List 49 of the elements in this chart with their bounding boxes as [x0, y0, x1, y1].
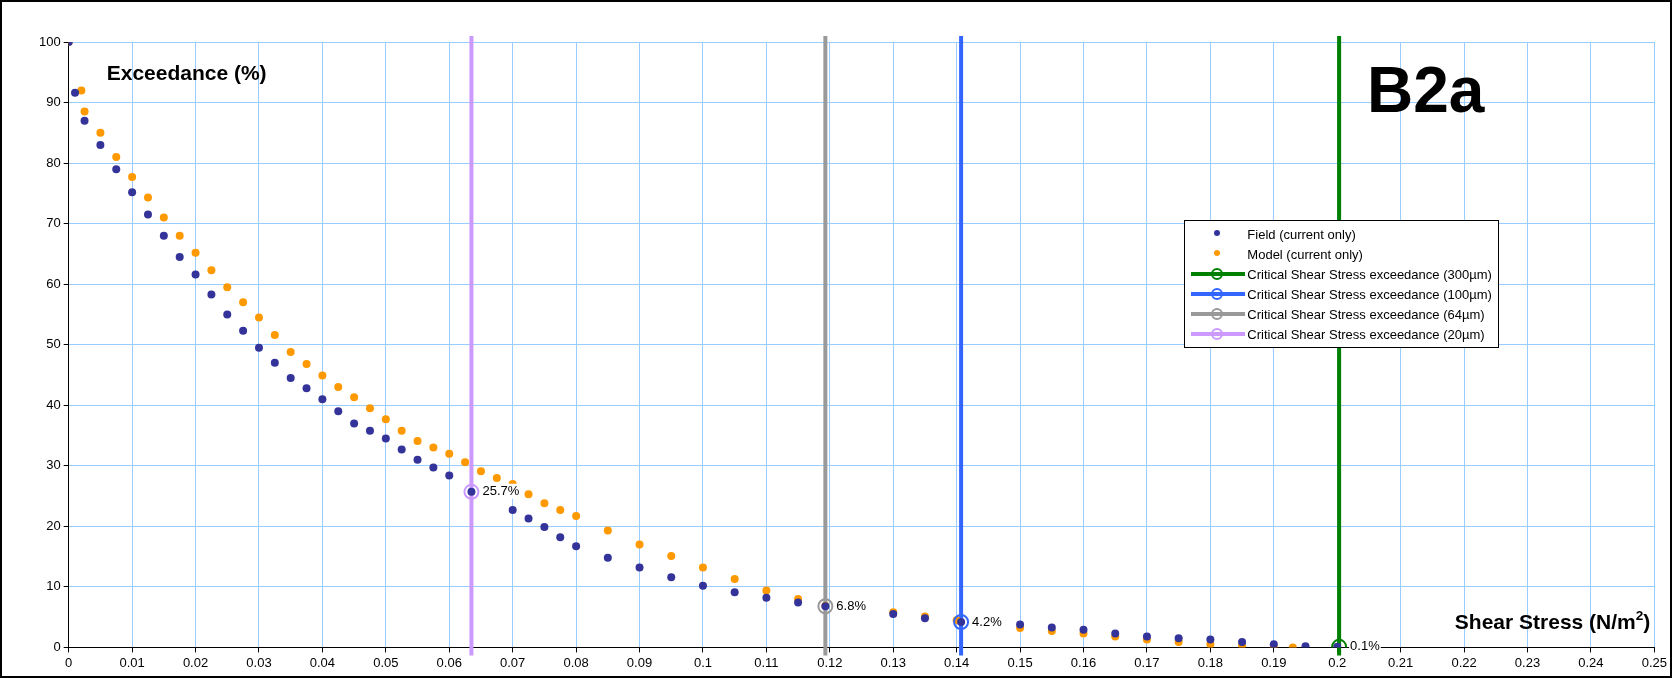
x-tick-label: 0 [65, 654, 73, 670]
x-tick-label: 0.04 [309, 654, 336, 670]
data-label: 6.8% [836, 597, 867, 613]
x-tick-label: 0.01 [119, 654, 145, 670]
legend-label: Critical Shear Stress exceedance (64µm) [1247, 306, 1485, 322]
legend-label: Critical Shear Stress exceedance (20µm) [1247, 326, 1485, 342]
x-tick-label: 0.22 [1451, 654, 1477, 670]
data-label: 0.1% [1350, 638, 1381, 654]
x-tick-label: 0.11 [754, 654, 779, 670]
x-tick-label: 0.12 [817, 654, 843, 670]
y-tick-label: 60 [46, 275, 61, 291]
x-tick-label: 0.23 [1514, 654, 1541, 670]
x-tick-label: 0.19 [1261, 654, 1287, 670]
x-tick-label: 0.08 [563, 654, 589, 670]
legend-label: Critical Shear Stress exceedance (300µm) [1247, 266, 1492, 282]
x-tick-label: 0.16 [1070, 654, 1097, 670]
chart-title: B2a [1366, 54, 1485, 126]
y-tick-label: 10 [46, 578, 61, 594]
y-tick-label: 70 [46, 215, 61, 231]
y-tick-label: 100 [38, 33, 61, 49]
x-tick-label: 0.1 [693, 654, 712, 670]
x-tick-label: 0.25 [1641, 654, 1668, 670]
legend-label: Field (current only) [1247, 226, 1356, 242]
y-tick-label: 90 [46, 94, 61, 110]
y-tick-label: 50 [46, 336, 61, 352]
x-tick-label: 0.21 [1387, 654, 1414, 670]
y-tick-label: 20 [46, 517, 61, 533]
x-tick-label: 0.15 [1007, 654, 1033, 670]
x-tick-label: 0.17 [1134, 654, 1160, 670]
x-tick-label: 0.05 [373, 654, 399, 670]
y-tick-label: 40 [46, 396, 61, 412]
legend-label: Model (current only) [1247, 246, 1363, 262]
x-tick-label: 0.07 [500, 654, 526, 670]
x-tick-label: 0.24 [1578, 654, 1604, 670]
x-tick-label: 0.2 [1328, 654, 1347, 670]
y-tick-label: 80 [46, 154, 61, 170]
y-tick-label: 0 [53, 638, 61, 654]
x-tick-label: 0.18 [1197, 654, 1224, 670]
data-label: 4.2% [972, 613, 1003, 629]
x-tick-label: 0.02 [182, 654, 209, 670]
y-tick-label: 30 [46, 457, 61, 473]
y-axis-title: Exceedance (%) [106, 61, 267, 84]
data-label: 25.7% [482, 483, 520, 499]
x-tick-label: 0.06 [436, 654, 462, 670]
legend-label: Critical Shear Stress exceedance (100µm) [1247, 286, 1492, 302]
x-tick-label: 0.09 [626, 654, 653, 670]
x-tick-label: 0.13 [880, 654, 906, 670]
x-tick-label: 0.14 [944, 654, 970, 670]
x-tick-label: 0.03 [246, 654, 272, 670]
